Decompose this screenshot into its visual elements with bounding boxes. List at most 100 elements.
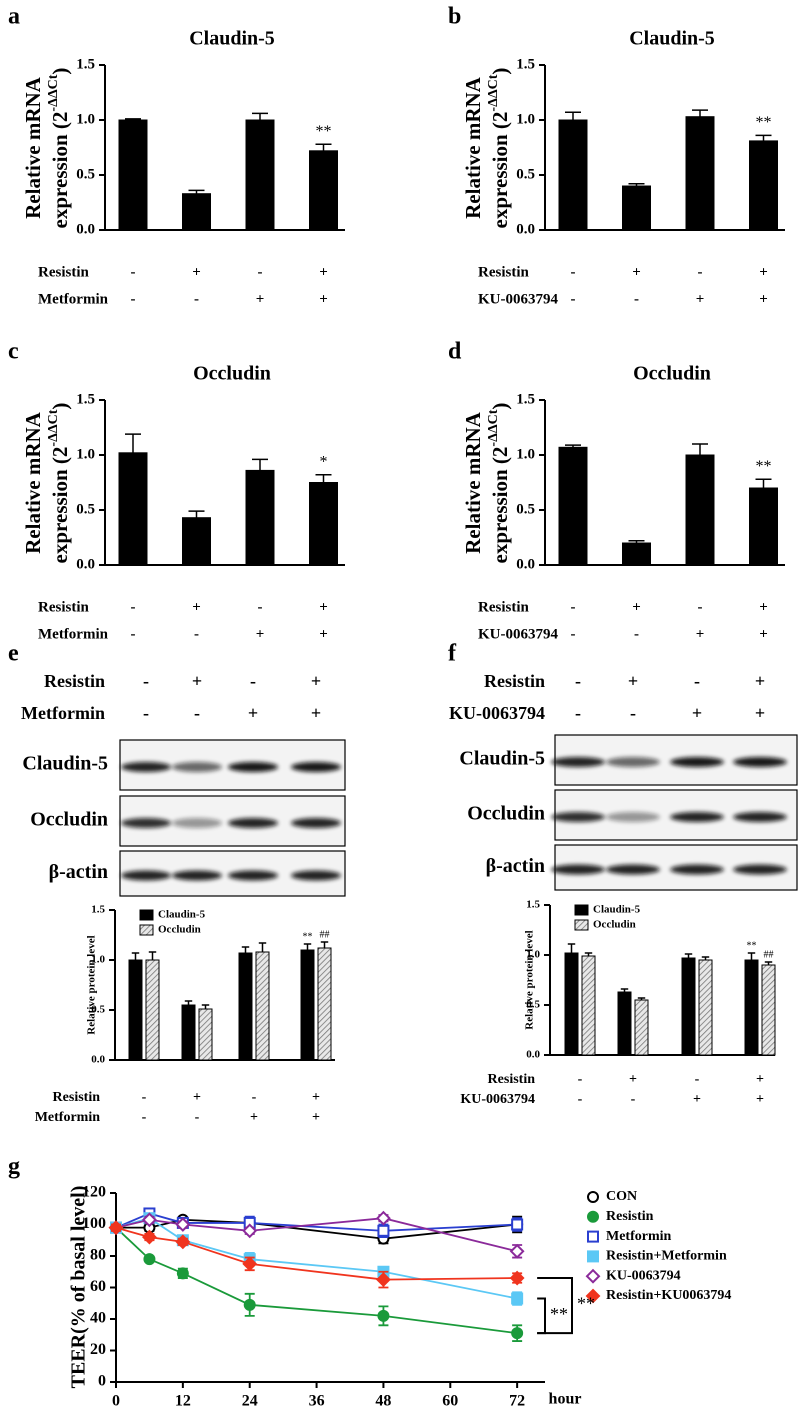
- x-tick-label: 24: [242, 1393, 258, 1410]
- condition-label: KU-0063794: [460, 1092, 535, 1107]
- marker: [376, 1210, 391, 1226]
- y-tick-label: 0: [98, 1373, 106, 1390]
- condition-sign: +: [632, 264, 641, 280]
- condition-sign: +: [692, 703, 702, 723]
- panel-letter: f: [448, 641, 457, 667]
- bar: [245, 469, 275, 566]
- y-axis-label-superscript: -ΔΔCt: [486, 409, 501, 446]
- legend-marker: [587, 1210, 599, 1223]
- significance-label: *: [320, 453, 328, 470]
- blot-band: [670, 757, 724, 767]
- blot-band: [291, 762, 341, 772]
- significance-label: **: [756, 114, 772, 131]
- y-tick-label: 1.5: [76, 391, 95, 407]
- condition-sign: -: [575, 671, 581, 691]
- blot-band: [121, 818, 171, 828]
- blot-band: [733, 864, 787, 875]
- y-tick-label: 1.0: [526, 949, 540, 961]
- bar: [238, 952, 253, 1061]
- legend-label: Resistin: [606, 1209, 654, 1224]
- error-bar: [131, 952, 140, 960]
- marker: [175, 1234, 191, 1250]
- bar: [681, 957, 696, 1056]
- marker: [142, 1212, 157, 1228]
- bar: [622, 542, 651, 566]
- condition-sign: -: [195, 1110, 200, 1125]
- condition-sign: +: [755, 671, 765, 691]
- error-bar: [201, 1004, 210, 1009]
- error-bar: [148, 951, 157, 960]
- y-tick-label: 1.0: [76, 446, 95, 462]
- error-bar: [684, 953, 693, 958]
- x-tick-label: 48: [375, 1393, 391, 1410]
- x-tick-label: 36: [309, 1393, 325, 1410]
- error-bar: [637, 997, 646, 1000]
- y-axis-label-part: expression (2: [48, 112, 72, 229]
- blot-label: Occludin: [467, 803, 545, 825]
- y-tick-label: 1.0: [91, 954, 105, 966]
- error-bar: [747, 952, 756, 960]
- error-bar: [188, 189, 205, 194]
- condition-sign: -: [631, 1092, 636, 1107]
- condition-label: Resistin: [53, 1090, 101, 1105]
- condition-sign: -: [634, 626, 639, 642]
- legend-marker: [587, 1250, 599, 1263]
- y-axis-label: expression (2-ΔΔCt): [486, 403, 512, 564]
- blot-label: Claudin-5: [22, 753, 108, 775]
- y-axis-label: Relative protein level: [524, 930, 536, 1029]
- y-tick-label: 0.5: [91, 1004, 105, 1016]
- y-axis-label: Relative protein level: [86, 935, 98, 1034]
- x-tick-label: 0: [112, 1393, 120, 1410]
- chart-title: Claudin-5: [629, 28, 715, 50]
- condition-sign: -: [142, 1090, 147, 1105]
- legend-marker: [585, 1288, 601, 1304]
- y-axis-label: Relative mRNA: [21, 76, 45, 219]
- y-tick-label: 1.5: [516, 391, 535, 407]
- error-bar: [125, 118, 141, 120]
- bar: [309, 482, 338, 566]
- condition-sign: +: [628, 671, 638, 691]
- condition-sign: +: [250, 1110, 258, 1125]
- blot-band: [733, 757, 787, 767]
- error-bar: [303, 943, 312, 950]
- y-tick-label: 0.0: [516, 556, 535, 572]
- y-axis-label: Relative mRNA: [461, 76, 485, 219]
- blot-label: β-actin: [49, 861, 108, 883]
- y-tick-label: 0.0: [526, 1049, 540, 1061]
- condition-sign: -: [194, 626, 199, 642]
- bar: [182, 517, 211, 566]
- bar: [564, 952, 579, 1056]
- panel-letter: g: [8, 1154, 20, 1180]
- error-bar: [252, 112, 268, 120]
- error-bar: [258, 942, 267, 952]
- significance-label: **: [303, 931, 313, 942]
- bar: [622, 185, 651, 231]
- error-bar: [692, 109, 708, 117]
- error-bar: [320, 941, 329, 948]
- error-bar: [692, 443, 708, 455]
- y-axis-label-superscript: -ΔΔCt: [46, 409, 61, 446]
- significance-label: ##: [320, 929, 330, 940]
- blot-band: [606, 864, 660, 875]
- marker: [242, 1223, 258, 1239]
- legend-swatch: [139, 909, 154, 921]
- condition-sign: -: [694, 671, 700, 691]
- blot-label: Claudin-5: [459, 748, 545, 770]
- blot-band: [228, 762, 278, 772]
- blot-band: [121, 870, 171, 881]
- y-tick-label: 1.5: [91, 904, 105, 916]
- panel-letter: b: [448, 4, 461, 30]
- y-tick-label: 0.0: [76, 556, 95, 572]
- error-bar: [184, 1000, 193, 1005]
- blot-band: [551, 757, 605, 767]
- y-tick-label: 0.5: [516, 166, 535, 182]
- condition-sign: +: [312, 1090, 320, 1105]
- y-axis-label-superscript: -ΔΔCt: [486, 74, 501, 111]
- y-tick-label: 0.5: [76, 166, 95, 182]
- panel-letter: d: [448, 339, 462, 365]
- condition-label: Metformin: [38, 291, 109, 307]
- y-tick-label: 0.0: [76, 221, 95, 237]
- y-tick-label: 0.0: [516, 221, 535, 237]
- y-tick-label: 0.0: [91, 1054, 105, 1066]
